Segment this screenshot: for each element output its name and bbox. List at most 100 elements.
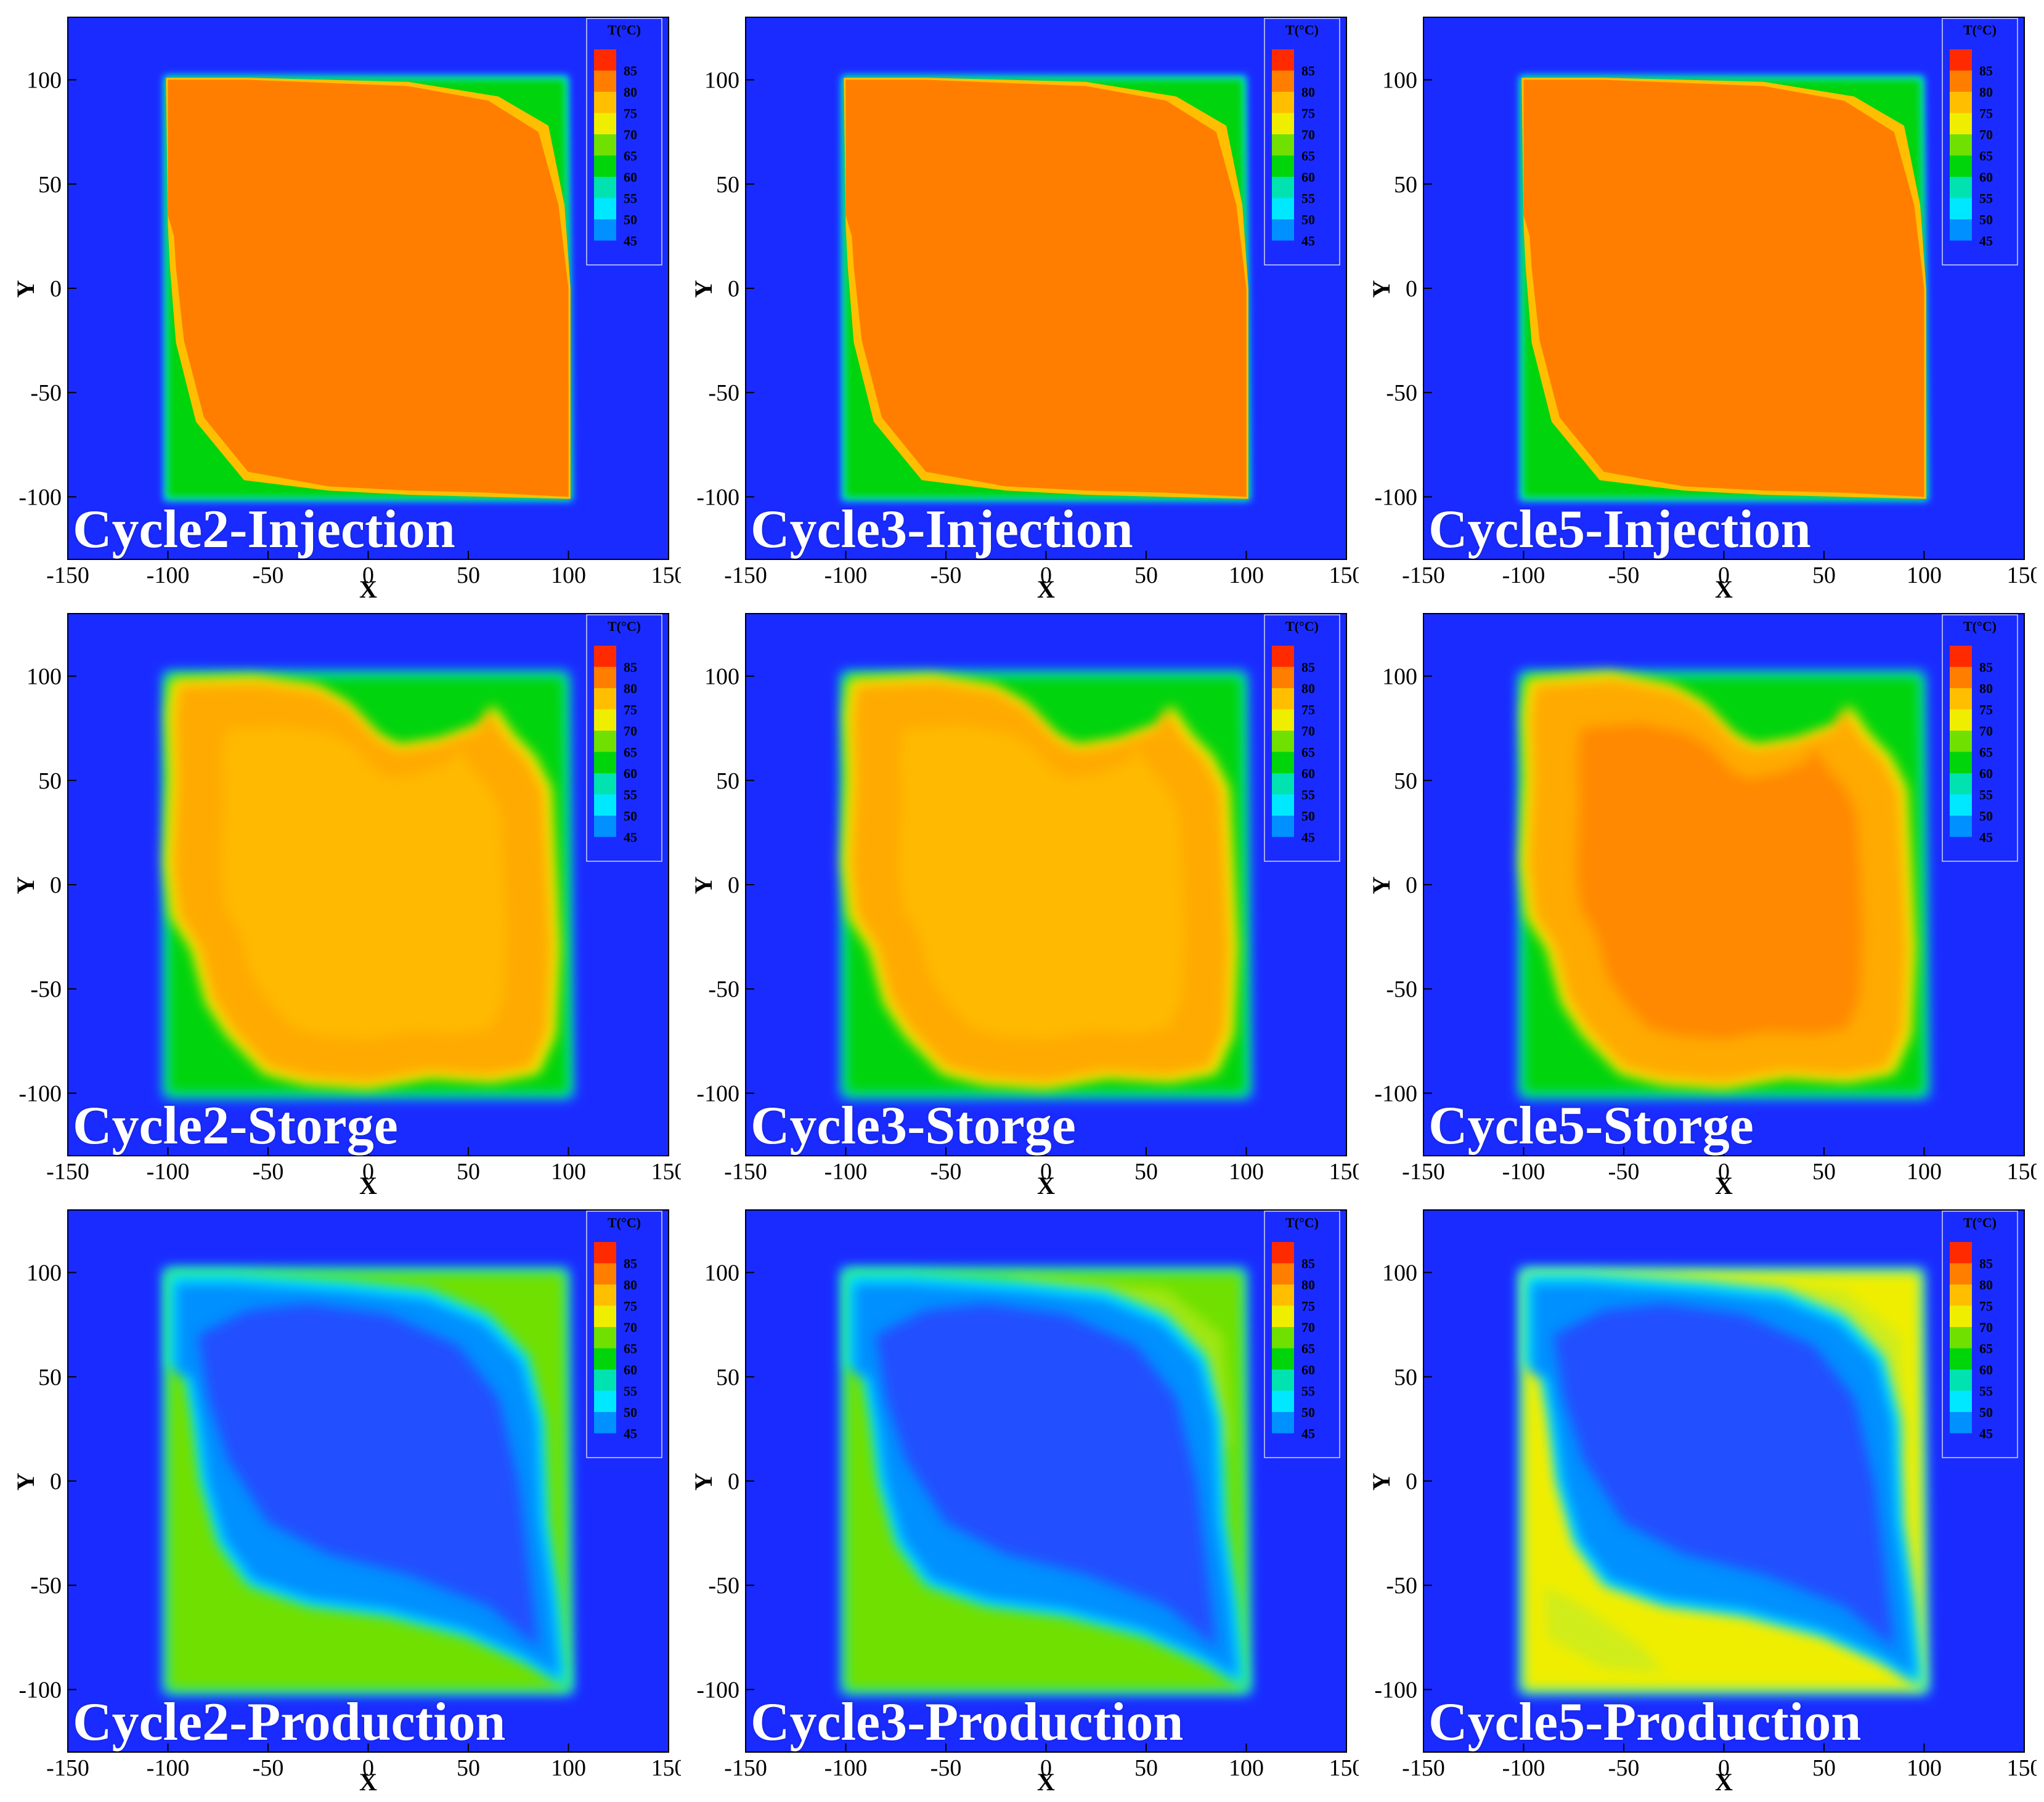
x-tick-label: -50 — [1608, 1159, 1640, 1185]
x-tick-label: -50 — [1608, 562, 1640, 588]
colorbar-swatch — [594, 1263, 616, 1285]
colorbar-level-label: 70 — [624, 1320, 637, 1335]
y-tick-label: 100 — [1382, 68, 1417, 94]
colorbar-swatch — [594, 1327, 616, 1349]
contour-panel-storge-cycle2: -150 -100 -50 0 50 100 150 -100 -50 0 50 100 X Y T(°C)… — [0, 596, 681, 1197]
x-tick-label: -100 — [825, 562, 868, 588]
colorbar-swatch — [1950, 816, 1972, 837]
x-tick-label: -150 — [724, 562, 767, 588]
y-tick-label: 100 — [26, 1260, 62, 1286]
colorbar-level-label: 65 — [624, 148, 637, 164]
colorbar-swatch — [1272, 198, 1294, 219]
x-tick-label: -150 — [1402, 1159, 1445, 1185]
x-tick-label: 50 — [1134, 1755, 1158, 1781]
colorbar-swatch — [1272, 646, 1294, 667]
colorbar-swatch — [1950, 113, 1972, 134]
colorbar-level-label: 55 — [624, 1384, 637, 1399]
colorbar-level-label: 65 — [1979, 1341, 1993, 1357]
x-axis-label: X — [359, 1172, 377, 1197]
y-axis-label: Y — [690, 876, 717, 894]
colorbar-level-label: 60 — [624, 766, 637, 781]
x-tick-label: -50 — [930, 1159, 962, 1185]
colorbar-swatch — [594, 794, 616, 816]
contour-plot: -150 -100 -50 0 50 100 150 -100 -50 0 50 100 X Y T(°C)… — [12, 1209, 681, 1793]
colorbar-swatch — [594, 1348, 616, 1370]
x-axis-label: X — [359, 575, 377, 601]
colorbar-swatch — [594, 70, 616, 92]
temperature-field — [746, 614, 1346, 1156]
colorbar-swatch — [1272, 134, 1294, 156]
colorbar-level-label: 75 — [1979, 702, 1993, 718]
x-tick-label: 150 — [1329, 1755, 1359, 1781]
y-axis-label: Y — [690, 280, 717, 298]
colorbar-title: T(°C) — [608, 22, 641, 38]
x-tick-label: 0 — [362, 1755, 374, 1781]
colorbar-swatch — [594, 240, 616, 262]
colorbar-level-label: 55 — [1979, 1384, 1993, 1399]
x-tick-label: 150 — [651, 1159, 682, 1185]
x-tick-label: 0 — [362, 562, 374, 588]
colorbar-swatch — [1272, 1390, 1294, 1412]
colorbar-swatch — [1950, 134, 1972, 156]
colorbar-level-label: 85 — [624, 63, 637, 79]
colorbar-frame — [586, 614, 662, 862]
colorbar-frame — [1942, 614, 2018, 862]
contour-panel-production-cycle2: -150 -100 -50 0 50 100 150 -100 -50 0 50 100 X Y T(°C)… — [0, 1193, 681, 1793]
colorbar-swatch — [1950, 198, 1972, 219]
colorbar-level-label: 60 — [1301, 766, 1315, 781]
colorbar-level-label: 50 — [1979, 808, 1993, 824]
x-tick-label: -50 — [930, 562, 962, 588]
colorbar-title: T(°C) — [608, 619, 641, 634]
colorbar-level-label: 50 — [1979, 1405, 1993, 1420]
colorbar-level-label: 80 — [1979, 681, 1993, 696]
x-axis-label: X — [1037, 1172, 1055, 1197]
x-axis-label: X — [1715, 1768, 1733, 1793]
x-tick-label: 150 — [1329, 562, 1359, 588]
colorbar-swatch — [1272, 1305, 1294, 1327]
colorbar-frame — [1264, 1211, 1340, 1458]
colorbar-level-label: 85 — [624, 1256, 637, 1272]
panel-title: Cycle3-Production — [751, 1692, 1184, 1752]
colorbar-swatch — [594, 1285, 616, 1306]
colorbar-level-label: 65 — [1301, 148, 1315, 164]
y-tick-label: -50 — [30, 976, 62, 1002]
colorbar-level-label: 70 — [1301, 127, 1315, 142]
colorbar-level-label: 45 — [1979, 233, 1993, 249]
colorbar-level-label: 50 — [624, 212, 637, 227]
colorbar-level-label: 65 — [624, 1341, 637, 1357]
colorbar-title: T(°C) — [1963, 1215, 1997, 1230]
x-tick-label: 50 — [1812, 1755, 1836, 1781]
contour-panel-production-cycle5: -150 -100 -50 0 50 100 150 -100 -50 0 50 100 X Y T(°C)… — [1356, 1193, 2037, 1793]
x-tick-label: -50 — [253, 1755, 284, 1781]
x-tick-label: -50 — [253, 562, 284, 588]
colorbar-level-label: 60 — [624, 169, 637, 185]
colorbar-swatch — [1950, 92, 1972, 113]
colorbar-swatch — [1950, 1433, 1972, 1455]
x-tick-label: 100 — [1229, 562, 1264, 588]
warm-core — [898, 725, 1184, 1039]
y-axis-label: Y — [1367, 876, 1395, 894]
colorbar-level-label: 55 — [1301, 191, 1315, 206]
y-tick-label: 50 — [716, 1365, 739, 1390]
x-tick-label: -50 — [253, 1159, 284, 1185]
x-tick-label: -100 — [825, 1755, 868, 1781]
cold-core — [198, 1304, 539, 1648]
colorbar-level-label: 75 — [1301, 1299, 1315, 1314]
colorbar-swatch — [1272, 49, 1294, 71]
colorbar-level-label: 60 — [1979, 169, 1993, 185]
colorbar-level-label: 80 — [1301, 681, 1315, 696]
colorbar-swatch — [594, 709, 616, 731]
colorbar-level-label: 55 — [624, 191, 637, 206]
x-tick-label: -150 — [46, 1755, 89, 1781]
x-tick-label: -100 — [1502, 1159, 1545, 1185]
cold-core — [876, 1304, 1216, 1648]
colorbar-level-label: 70 — [1979, 1320, 1993, 1335]
x-tick-label: 0 — [1040, 1159, 1052, 1185]
colorbar-swatch — [594, 773, 616, 795]
contour-plot: -150 -100 -50 0 50 100 150 -100 -50 0 50 100 X Y T(°C)… — [1367, 613, 2037, 1197]
colorbar-swatch — [1950, 155, 1972, 177]
x-tick-label: 50 — [1812, 1159, 1836, 1185]
colorbar-level-label: 80 — [1301, 84, 1315, 100]
y-tick-label: -100 — [696, 1081, 739, 1106]
colorbar-swatch — [1272, 837, 1294, 858]
